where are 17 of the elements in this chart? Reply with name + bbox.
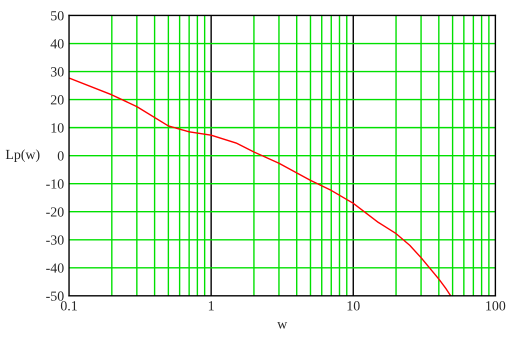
x-tick-label: 10 bbox=[348, 301, 360, 310]
y-tick-label: 50 bbox=[51, 11, 64, 20]
x-tick-label: 1 bbox=[208, 301, 214, 310]
y-tick-label: -10 bbox=[46, 179, 64, 189]
y-tick-label: -40 bbox=[46, 263, 64, 273]
x-tick-label: 100 bbox=[486, 301, 506, 310]
y-tick-label: 40 bbox=[50, 39, 64, 48]
y-tick-label: 30 bbox=[50, 67, 64, 77]
y-tick-label: 20 bbox=[50, 95, 64, 105]
y-tick-label: 0 bbox=[58, 151, 64, 161]
x-axis-title: w bbox=[277, 322, 288, 329]
y-tick-label: -20 bbox=[46, 207, 64, 217]
x-tick-label: 0.1 bbox=[60, 301, 77, 311]
y-tick-label: 10 bbox=[52, 123, 64, 133]
y-tick-label: -50 bbox=[46, 291, 64, 301]
y-tick-label: -30 bbox=[46, 235, 64, 245]
y-axis-title: Lp(w) bbox=[6, 149, 40, 162]
